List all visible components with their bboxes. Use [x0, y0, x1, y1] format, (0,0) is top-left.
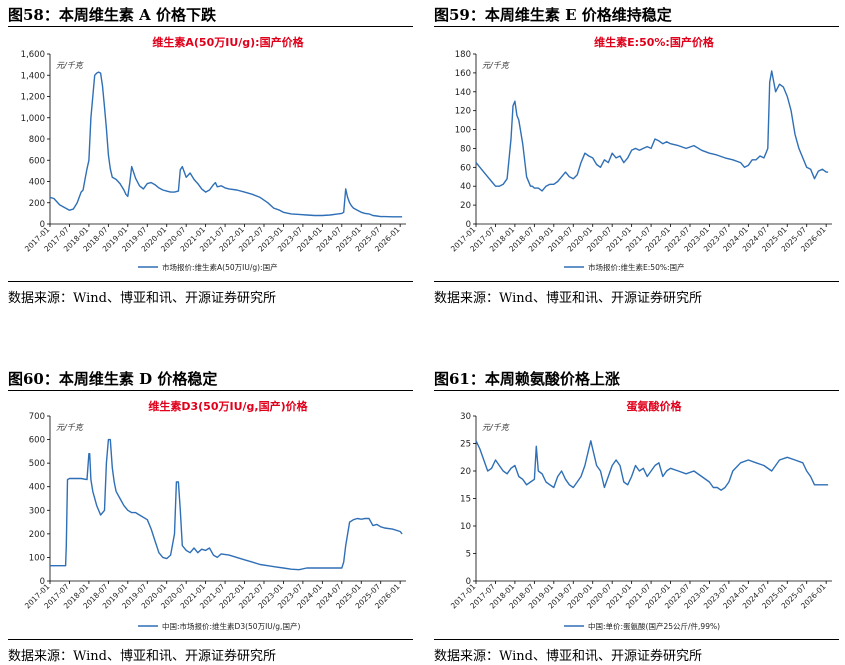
chart-panel-p59: 图59：本周维生素 E 价格维持稳定维生素E:50%:国产价格元/千克 0 20 40…	[434, 4, 839, 307]
y-tick-label: 1,400	[21, 71, 45, 81]
data-source: 数据来源：Wind、博亚和讯、开源证券研究所	[8, 291, 276, 306]
y-tick-label: 40	[460, 182, 471, 192]
y-tick-label: 5	[466, 550, 471, 560]
series-line	[50, 438, 403, 571]
y-tick-label: 1,600	[21, 50, 45, 60]
chart-panel-p58: 图58：本周维生素 A 价格下跌维生素A(50万IU/g):国产价格元/千克 0 2…	[8, 4, 413, 307]
chart-title: 蛋氨酸价格	[627, 399, 683, 413]
y-tick-label: 160	[455, 69, 471, 79]
chart-title: 维生素A(50万IU/g):国产价格	[152, 35, 304, 49]
y-tick-label: 140	[455, 88, 471, 98]
y-tick-label: 600	[29, 436, 45, 446]
y-tick-label: 30	[460, 412, 471, 422]
y-tick-label: 800	[29, 135, 45, 145]
y-tick-label: 700	[29, 412, 45, 422]
source-rule	[434, 639, 839, 640]
y-tick-label: 10	[460, 522, 471, 532]
chart-title: 维生素D3(50万IU/g,国产)价格	[148, 399, 308, 413]
chart-title: 维生素E:50%:国产价格	[594, 35, 715, 49]
y-tick-label: 400	[29, 178, 45, 188]
chart-panel-p61: 图61：本周赖氨酸价格上涨 蛋氨酸价格 元/千克 0 5 10 15 20 25 30 2017-0…	[434, 368, 839, 665]
title-rule	[8, 26, 413, 27]
y-tick-label: 15	[460, 495, 471, 505]
y-tick-label: 500	[29, 459, 45, 469]
y-tick-label: 0	[466, 220, 471, 230]
figure-title: 图59：本周维生素 E 价格维持稳定	[434, 6, 672, 24]
unit-label: 元/千克	[482, 423, 510, 432]
unit-label: 元/千克	[56, 61, 84, 70]
y-tick-label: 1,200	[21, 93, 45, 103]
figure-title: 图58：本周维生素 A 价格下跌	[8, 6, 216, 24]
data-source: 数据来源：Wind、博亚和讯、开源证券研究所	[8, 649, 276, 664]
unit-label: 元/千克	[482, 61, 510, 70]
data-source: 数据来源：Wind、博亚和讯、开源证券研究所	[434, 291, 702, 306]
y-tick-label: 300	[29, 506, 45, 516]
line-chart: 维生素D3(50万IU/g,国产)价格元/千克 0 100 200 300 400 500 6…	[23, 399, 406, 631]
line-chart: 蛋氨酸价格元/千克0510152025302017-012017-072018-…	[449, 399, 832, 631]
y-tick-label: 100	[29, 553, 45, 563]
legend-label: 市场报价:维生素E:50%:国产	[588, 262, 685, 272]
source-rule	[8, 639, 413, 640]
y-tick-label: 80	[460, 144, 471, 154]
y-tick-label: 20	[460, 201, 471, 211]
legend-label: 中国:市场报价:维生素D3(50万IU/g,国产)	[162, 621, 300, 631]
y-tick-label: 0	[40, 220, 45, 230]
figure-title: 图61：本周赖氨酸价格上涨	[434, 370, 620, 388]
y-tick-label: 120	[455, 107, 471, 117]
y-tick-label: 100	[455, 126, 471, 136]
y-tick-label: 60	[460, 163, 471, 173]
y-tick-label: 0	[466, 577, 471, 587]
unit-label: 元/千克	[56, 423, 84, 432]
legend-label: 中国:单价:蛋氨酸(国产25公斤/件,99%)	[588, 621, 720, 631]
y-tick-label: 600	[29, 156, 45, 166]
y-tick-label: 25	[460, 440, 471, 450]
legend-label: 市场报价:维生素A(50万IU/g):国产	[162, 262, 278, 272]
figure-title: 图60：本周维生素 D 价格稳定	[8, 370, 218, 388]
title-rule	[8, 390, 413, 391]
y-tick-label: 20	[460, 467, 471, 477]
chart-panel-p60: 图60：本周维生素 D 价格稳定维生素D3(50万IU/g,国产)价格元/千克 0…	[8, 368, 413, 665]
title-rule	[434, 390, 839, 391]
title-rule	[434, 26, 839, 27]
source-rule	[8, 281, 413, 282]
y-tick-label: 180	[455, 50, 471, 60]
series-line	[475, 440, 829, 491]
data-source: 数据来源：Wind、博亚和讯、开源证券研究所	[434, 649, 702, 664]
y-tick-label: 200	[29, 530, 45, 540]
y-tick-label: 0	[40, 577, 45, 587]
y-tick-label: 400	[29, 483, 45, 493]
source-rule	[434, 281, 839, 282]
y-tick-label: 200	[29, 199, 45, 209]
series-line	[475, 70, 829, 192]
y-tick-label: 1,000	[21, 114, 45, 124]
series-line	[49, 71, 403, 218]
